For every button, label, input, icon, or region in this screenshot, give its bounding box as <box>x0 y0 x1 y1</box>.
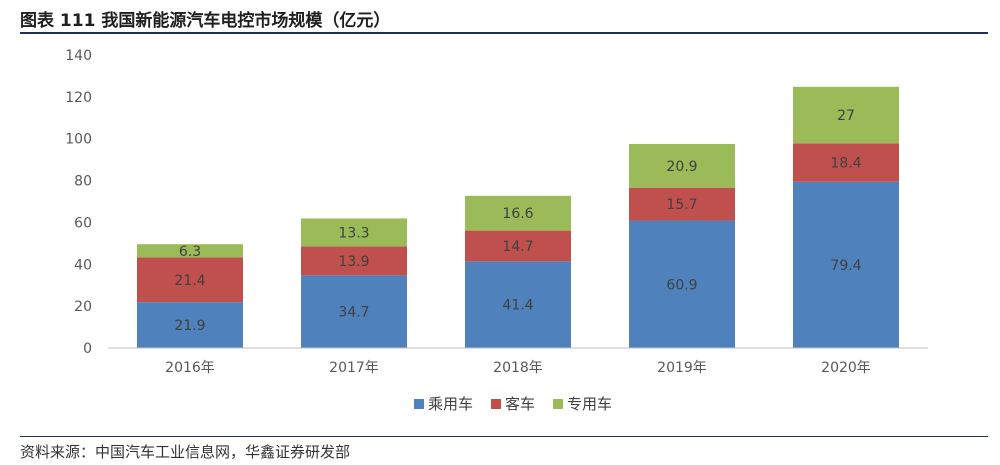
data-label: 18.4 <box>830 156 861 172</box>
y-tick-label: 120 <box>65 90 92 106</box>
data-label: 15.7 <box>666 197 697 213</box>
x-tick-label: 2016年 <box>165 360 215 376</box>
bar-segment <box>793 181 899 348</box>
data-label: 41.4 <box>502 298 533 314</box>
y-tick-label: 140 <box>65 48 92 64</box>
bar-segment <box>137 302 243 348</box>
y-tick-label: 40 <box>74 257 92 273</box>
data-label: 21.9 <box>174 318 205 334</box>
y-tick-label: 100 <box>65 132 92 148</box>
source-rule <box>20 436 988 437</box>
bar-segment <box>301 275 407 348</box>
bar-segment <box>629 143 735 188</box>
x-axis: 2016年 2017年 2018年 2019年 2020年 <box>108 347 928 376</box>
data-label: 13.3 <box>338 225 369 241</box>
y-tick-label: 20 <box>74 299 92 315</box>
x-tick-label: 2018年 <box>493 360 543 376</box>
y-axis: 0 20 40 60 80 100 120 140 <box>65 48 92 357</box>
data-label: 79.4 <box>830 258 861 274</box>
x-tick-label: 2019年 <box>657 360 707 376</box>
data-label: 13.9 <box>338 254 369 270</box>
figure-title: 图表 111 我国新能源汽车电控市场规模（亿元） <box>20 11 391 31</box>
bar-segment <box>465 261 571 348</box>
bar-segment <box>629 187 735 221</box>
legend-swatch <box>414 399 424 409</box>
legend-swatch <box>491 399 501 409</box>
legend: 乘用车 客车 专用车 <box>414 395 612 413</box>
legend-label: 客车 <box>505 395 535 413</box>
y-tick-label: 60 <box>74 215 92 231</box>
bars: 21.9 21.4 6.3 34.7 13.9 13.3 41.4 14.7 16.6 60.9 1… <box>137 86 899 348</box>
bar-segment <box>301 218 407 247</box>
data-label: 21.4 <box>174 273 205 289</box>
bar-segment <box>793 143 899 182</box>
legend-label: 乘用车 <box>428 395 473 413</box>
bar-segment <box>465 195 571 231</box>
legend-label: 专用车 <box>567 395 612 413</box>
bar-segment <box>137 257 243 303</box>
data-label: 60.9 <box>666 277 697 293</box>
bar-segment <box>465 230 571 262</box>
data-label: 20.9 <box>666 159 697 175</box>
title-rule <box>20 32 988 34</box>
stacked-bar-chart: 0 20 40 60 80 100 120 140 21.9 21.4 6.3 34.7 13.9 13… <box>65 48 928 413</box>
bar-segment <box>629 220 735 348</box>
y-tick-label: 0 <box>83 341 92 357</box>
data-label: 6.3 <box>179 244 201 260</box>
data-label: 16.6 <box>502 206 533 222</box>
y-tick-label: 80 <box>74 174 92 190</box>
data-label: 27 <box>837 108 855 124</box>
source-note: 资料来源：中国汽车工业信息网，华鑫证券研发部 <box>20 443 351 461</box>
x-tick-label: 2020年 <box>821 360 871 376</box>
bar-segment <box>137 244 243 258</box>
bar-segment <box>793 86 899 144</box>
data-label: 34.7 <box>338 305 369 321</box>
legend-swatch <box>553 399 563 409</box>
bar-segment <box>301 246 407 276</box>
data-label: 14.7 <box>502 239 533 255</box>
x-tick-label: 2017年 <box>329 360 379 376</box>
